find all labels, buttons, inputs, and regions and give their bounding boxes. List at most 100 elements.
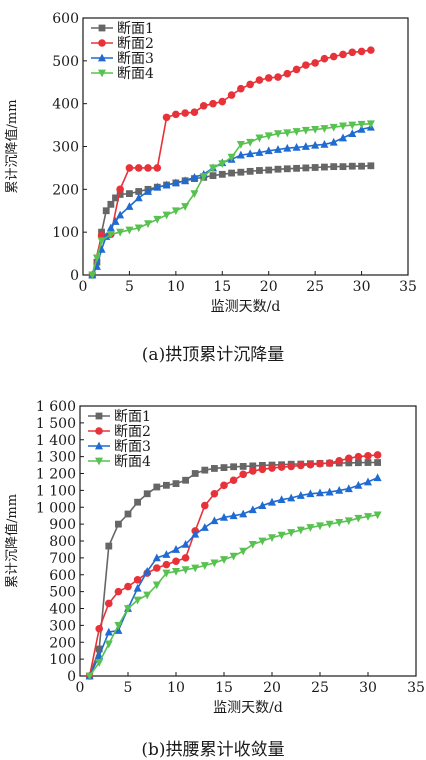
chart-a-series-4-point (366, 120, 375, 129)
chart-a-series-1-point (311, 164, 319, 171)
chart-b-series-1-point (239, 463, 247, 470)
chart-b-y-tick-label: 0 (67, 669, 76, 685)
chart-a-x-tick-label: 15 (213, 279, 231, 295)
chart-b-series-3-point (152, 553, 161, 562)
chart-a-series-4-point (255, 134, 264, 143)
chart-b-series-1-point (259, 462, 266, 469)
chart-a-series-2-point (283, 69, 292, 78)
chart-a-series-3-point (162, 180, 171, 189)
chart-b: 0 5 10 15 20 25 30 35 01002003004005006007008009… (4, 399, 425, 716)
chart-a-y-tick-label: 400 (52, 97, 79, 113)
chart-a-series-1-point (228, 169, 235, 177)
chart-a-series-2-point (153, 164, 162, 172)
chart-b-series-4-point (287, 529, 296, 537)
chart-b-series-4-point (344, 517, 353, 526)
chart-a-series-4-point (311, 125, 320, 134)
chart-a-series-1-point (283, 165, 291, 173)
chart-a-legend-3-label: 断面3 (117, 51, 154, 67)
chart-b-series-3-point (210, 516, 219, 525)
chart-a-legend-3-marker (98, 53, 106, 62)
chart-b-series-1-point (105, 542, 113, 550)
chart-a-series-4-point (320, 125, 329, 133)
chart-a-legend-2-marker (98, 39, 106, 47)
chart-b-series-3-point (344, 484, 353, 493)
chart-b-series-4-point (210, 559, 219, 568)
chart-a-series-2-point (134, 164, 143, 172)
chart-a-series-1-point (218, 170, 226, 178)
chart-a-series-3-point (301, 142, 310, 150)
chart-b-series-2-line (88, 454, 378, 677)
chart-a-series-4-point (134, 224, 143, 233)
chart-a-series-4-point (301, 126, 310, 135)
chart-b-series-3-point (172, 545, 180, 553)
chart-b-y-tick-label: 1 200 (36, 467, 76, 483)
chart-a-series-1-point (265, 166, 273, 174)
chart-a-series-1-point (107, 200, 115, 208)
chart-b-y-tick-label: 1 300 (36, 450, 76, 466)
chart-b-series-1-point (95, 645, 103, 653)
chart-a-series-1-point (302, 164, 310, 172)
chart-b-series-3-point (229, 511, 238, 520)
chart-a-series-4-point (264, 132, 273, 141)
chart-b-series-2-point (172, 557, 180, 566)
chart-a-series-3-point (106, 223, 115, 232)
chart-a-series-3-point (320, 139, 329, 148)
chart-b-series-1-point (249, 462, 257, 470)
chart-b-series-4-point (220, 556, 228, 564)
chart-a-series-3-point (339, 133, 347, 142)
chart-a-series-2-point (237, 84, 245, 93)
chart-b-series-4-point (248, 540, 257, 549)
chart-a-series-2-point (190, 108, 199, 117)
chart-a-y-tick-label: 500 (52, 54, 79, 70)
chart-a-y-tick-label: 200 (52, 182, 79, 198)
chart-a-series-1-point (293, 164, 300, 172)
chart-b-series-3-point (133, 583, 142, 592)
chart-b-series-2-point (229, 476, 238, 485)
chart-a-series-3-point (274, 145, 282, 153)
chart-b-series-3-point (316, 488, 324, 497)
chart-b-series-2-point (268, 464, 276, 472)
chart-b-series-4-point (162, 569, 171, 578)
chart-b-series-1-point (153, 483, 161, 491)
chart-b-series-4-point (191, 564, 200, 573)
chart-a-series-1-point (348, 162, 356, 170)
chart-a-series-1-line (91, 165, 371, 276)
chart-a-series-2-point (274, 73, 282, 81)
chart-b-legend-2-marker (95, 427, 103, 435)
chart-a-series-3-point (283, 143, 292, 152)
chart-b-series-2-point (239, 470, 247, 479)
chart-a-series-3-point (125, 202, 134, 210)
chart-b-legend-2-label: 断面2 (114, 424, 151, 440)
chart-b-series-4-point (95, 659, 104, 667)
chart-a-series-3-point (190, 172, 199, 181)
chart-a-series-2-point (367, 46, 375, 54)
chart-b-series-3-point (296, 491, 305, 499)
chart-b-series-4-point (172, 567, 180, 576)
chart-a-series-3-point (311, 140, 320, 149)
chart-a-series-3-point (236, 150, 245, 159)
chart-b-legend-4-label: 断面4 (114, 454, 151, 470)
chart-b-x-axis-title: 监测天数/d (213, 700, 283, 716)
chart-a-series-3-point (264, 146, 273, 155)
chart-a-series-2-point (144, 164, 152, 172)
chart-a-series-3-point (357, 124, 366, 133)
chart-b-series-2-point (220, 481, 228, 490)
chart-a-series-1-point (274, 165, 282, 173)
chart-a-series-1-point (358, 162, 365, 170)
chart-a-series-4-point (190, 190, 199, 199)
chart-b-series-4-point (229, 552, 238, 561)
chart-a-series-4-point (153, 215, 162, 224)
chart-a-series-1-point (367, 162, 375, 170)
chart-a-series-2-point (292, 65, 301, 74)
chart-a-series-2-point (162, 113, 171, 122)
chart-a-series-3-point (171, 178, 180, 187)
chart-b-series-1-point (182, 476, 189, 484)
chart-a-x-axis-title: 监测天数/d (211, 299, 281, 315)
chart-b-y-tick-label: 300 (49, 618, 76, 634)
chart-a-y-tick-label: 600 (52, 11, 79, 27)
chart-a-series-1-point (321, 163, 328, 171)
chart-b-series-1-point (163, 481, 170, 489)
chart-a-series-3-point (329, 137, 338, 146)
chart-a-legend-1-marker (98, 24, 106, 32)
chart-b-series-1-point (345, 459, 353, 467)
